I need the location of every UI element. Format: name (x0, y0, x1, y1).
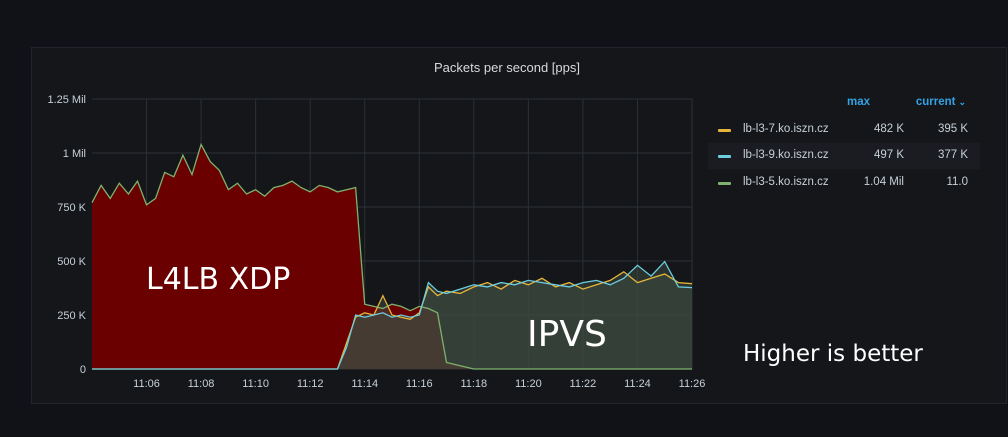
panel-title[interactable]: Packets per second [pps] (434, 60, 580, 75)
legend-item-name: lb-l3-9.ko.iszn.cz (743, 149, 829, 161)
series-area (92, 261, 692, 369)
legend-item-max: 497 K (873, 149, 904, 161)
legend-item-name: lb-l3-5.ko.iszn.cz (743, 176, 829, 188)
legend-swatch (718, 155, 731, 158)
x-tick-label: 11:14 (351, 378, 378, 390)
legend-item[interactable]: lb-l3-5.ko.iszn.cz 1.04 Mil 11.0 (708, 170, 980, 196)
series-line (92, 260, 693, 370)
legend-header-current-label: current (915, 96, 956, 108)
x-tick-label: 11:16 (406, 378, 433, 390)
legend-item-current: 395 K (937, 123, 968, 135)
x-tick-label: 11:24 (624, 378, 651, 390)
y-tick-label: 500 K (57, 256, 86, 268)
x-tick-label: 11:26 (679, 378, 706, 390)
y-tick-label: 0 (80, 364, 86, 376)
legend-header-current[interactable]: current ⌄ (916, 96, 966, 112)
series-line (91, 142, 692, 370)
y-tick-label: 750 K (57, 202, 86, 214)
annotation-ipvs: IPVS (527, 314, 607, 355)
x-tick-label: 11:12 (297, 378, 324, 390)
legend-header-max[interactable]: max (846, 96, 870, 108)
chevron-down-icon: ⌄ (958, 97, 966, 107)
x-tick-label: 11:22 (570, 378, 597, 390)
legend-swatch (718, 129, 731, 132)
x-tick-label: 11:20 (515, 378, 542, 390)
legend-item-max: 1.04 Mil (863, 176, 904, 188)
legend-item-current: 377 K (937, 149, 968, 161)
series-area (92, 144, 692, 369)
x-tick-label: 11:18 (460, 378, 487, 390)
y-tick-label: 1.25 Mil (47, 94, 86, 106)
legend-item-max: 482 K (873, 123, 904, 135)
x-tick-label: 11:06 (133, 378, 160, 390)
x-tick-label: 11:08 (188, 378, 215, 390)
y-tick-label: 250 K (57, 310, 86, 322)
annotation-xdp: L4LB XDP (146, 262, 291, 297)
legend-item[interactable]: lb-l3-9.ko.iszn.cz 497 K 377 K (708, 143, 980, 169)
x-tick-label: 11:10 (242, 378, 269, 390)
series-line (92, 271, 693, 370)
legend-item-current: 11.0 (946, 176, 968, 188)
legend-item-name: lb-l3-7.ko.iszn.cz (743, 123, 829, 135)
legend-item[interactable]: lb-l3-7.ko.iszn.cz 482 K 395 K (708, 117, 980, 143)
y-tick-label: 1 Mil (63, 148, 86, 160)
annotation-note: Higher is better (743, 341, 923, 367)
legend-swatch (718, 182, 731, 185)
